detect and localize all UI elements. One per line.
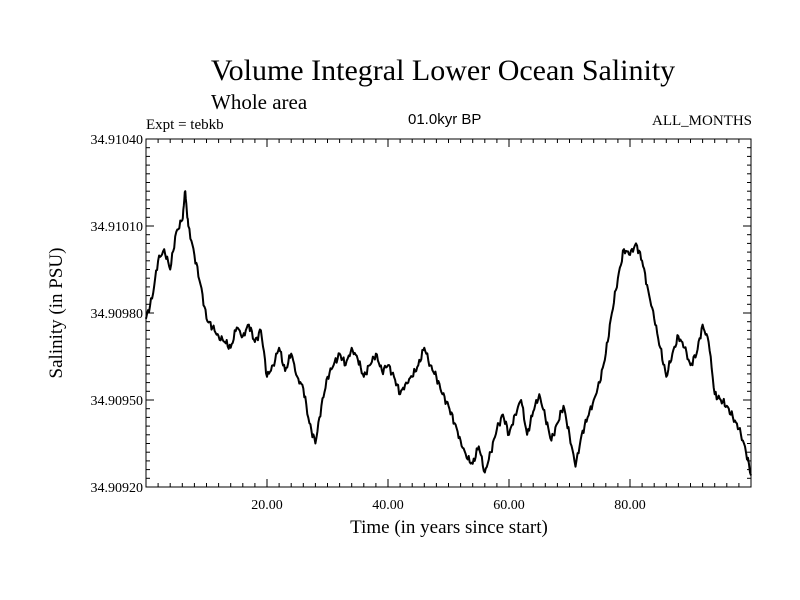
chart-subtitle: Whole area [211, 90, 308, 114]
x-tick-label: 40.00 [372, 498, 404, 513]
y-tick-label: 34.90950 [91, 394, 144, 409]
series-line-salinity [145, 190, 752, 476]
y-tick-label: 34.91010 [91, 220, 144, 235]
x-axis-label: Time (in years since start) [350, 517, 548, 538]
axis-ticks [146, 139, 751, 487]
axis-tick-labels: 20.00 40.00 60.00 80.00 34.90920 34.90950 34.9… [91, 133, 646, 513]
period-label: 01.0kyr BP [408, 111, 482, 128]
y-tick-label: 34.90980 [91, 307, 144, 322]
plot-frame [145, 138, 752, 488]
y-tick-label: 34.91040 [91, 133, 144, 148]
chart-title: Volume Integral Lower Ocean Salinity [210, 54, 676, 87]
y-tick-label: 34.90920 [91, 481, 144, 496]
months-label: ALL_MONTHS [652, 113, 752, 129]
y-axis-label: Salinity (in PSU) [46, 248, 67, 379]
experiment-label: Expt = tebkb [146, 117, 224, 133]
x-tick-label: 20.00 [251, 498, 283, 513]
x-tick-label: 80.00 [614, 498, 646, 513]
x-tick-label: 60.00 [493, 498, 525, 513]
